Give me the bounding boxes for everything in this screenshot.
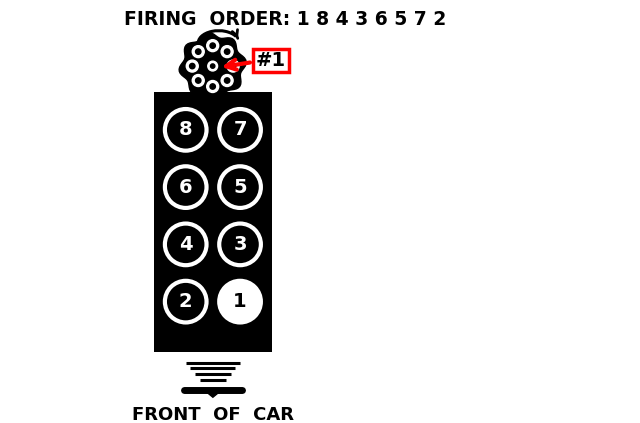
Text: 7: 7 — [234, 120, 247, 139]
Circle shape — [186, 39, 240, 93]
Polygon shape — [179, 33, 246, 100]
Text: FRONT  OF  CAR: FRONT OF CAR — [132, 406, 294, 423]
Text: 3: 3 — [234, 235, 247, 254]
Circle shape — [225, 78, 230, 83]
Text: 4: 4 — [179, 235, 193, 254]
Circle shape — [165, 166, 207, 208]
Circle shape — [220, 166, 261, 208]
Circle shape — [221, 74, 233, 87]
Text: #1: #1 — [256, 51, 286, 69]
Circle shape — [227, 60, 239, 72]
Text: 6: 6 — [179, 178, 193, 197]
Text: 8: 8 — [179, 120, 193, 139]
Text: 1: 1 — [233, 292, 247, 311]
FancyBboxPatch shape — [253, 49, 289, 72]
Circle shape — [221, 46, 233, 58]
Polygon shape — [204, 390, 221, 397]
Circle shape — [210, 84, 216, 89]
Circle shape — [189, 63, 195, 69]
Circle shape — [225, 49, 230, 54]
Circle shape — [165, 109, 207, 151]
Circle shape — [207, 80, 219, 93]
Text: 2: 2 — [179, 292, 193, 311]
Circle shape — [230, 63, 236, 69]
Circle shape — [220, 281, 261, 322]
Text: 5: 5 — [233, 178, 247, 197]
Circle shape — [165, 223, 207, 265]
Circle shape — [196, 78, 201, 83]
Circle shape — [211, 64, 215, 68]
Circle shape — [208, 61, 218, 71]
Circle shape — [220, 223, 261, 265]
Circle shape — [210, 43, 216, 48]
Circle shape — [220, 109, 261, 151]
Circle shape — [207, 40, 219, 52]
Bar — [154, 92, 272, 352]
Text: FIRING  ORDER: 1 8 4 3 6 5 7 2: FIRING ORDER: 1 8 4 3 6 5 7 2 — [124, 10, 446, 29]
Circle shape — [196, 49, 201, 54]
Circle shape — [192, 46, 204, 58]
Circle shape — [165, 281, 207, 322]
Circle shape — [192, 74, 204, 87]
Circle shape — [186, 60, 198, 72]
